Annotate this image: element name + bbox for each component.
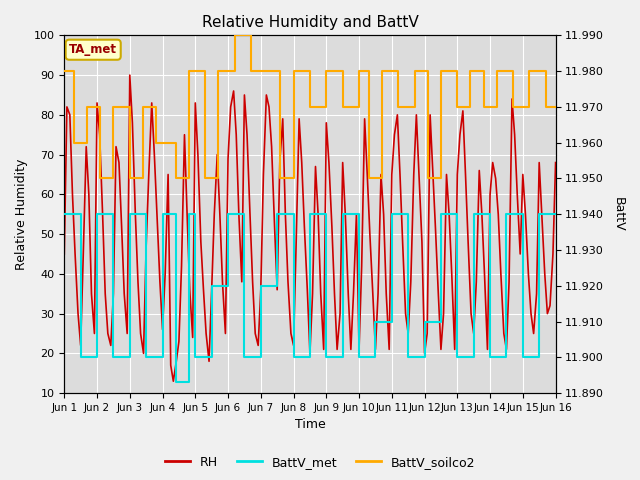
X-axis label: Time: Time [294, 419, 325, 432]
Y-axis label: BattV: BattV [612, 197, 625, 231]
Text: TA_met: TA_met [69, 43, 117, 56]
Title: Relative Humidity and BattV: Relative Humidity and BattV [202, 15, 419, 30]
Legend: RH, BattV_met, BattV_soilco2: RH, BattV_met, BattV_soilco2 [159, 451, 481, 474]
Y-axis label: Relative Humidity: Relative Humidity [15, 158, 28, 270]
